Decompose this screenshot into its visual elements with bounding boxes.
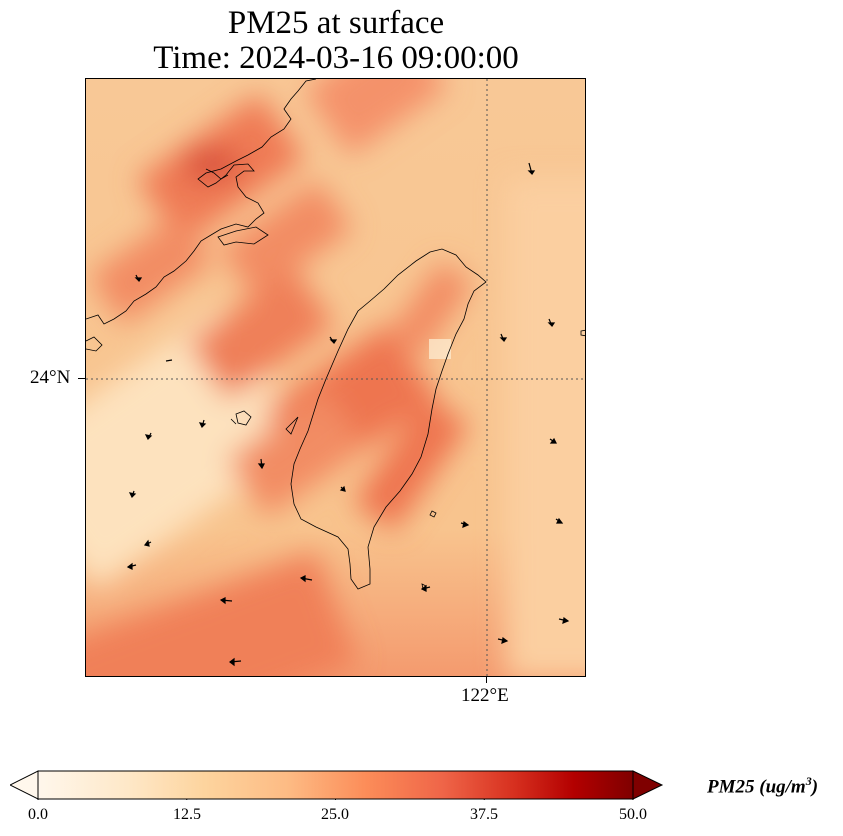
colorbar-tick-label: 25.0: [321, 806, 349, 823]
pm25-plume-southwest: [226, 390, 366, 518]
colorbar-tick-label: 12.5: [173, 806, 201, 823]
pm25-plume-north: [303, 79, 449, 157]
wind-arrowhead: [547, 322, 556, 327]
pm25-plume-taiwan-south: [353, 396, 469, 532]
coastline-pingtan: [217, 226, 269, 246]
wind-arrowhead: [339, 485, 346, 492]
wind-arrowhead: [257, 463, 265, 470]
lat-tick: [78, 378, 85, 379]
pm25-south-band: [86, 551, 358, 676]
colorbar-tick-label: 0.0: [28, 806, 48, 823]
colorbar-svg: [8, 770, 664, 803]
wind-arrowhead: [219, 597, 226, 605]
pm25-plume-xiamen-core: [186, 149, 236, 179]
coastline-penghu: [230, 410, 252, 426]
colorbar-tick-label: 37.5: [470, 806, 498, 823]
coastline-xiamen: [205, 168, 229, 180]
wind-arrowhead: [134, 277, 143, 282]
wind-arrowhead: [562, 616, 570, 624]
colorbar-label-close: ): [811, 776, 819, 798]
wind-arrowhead: [462, 520, 470, 528]
colorbar: [8, 770, 665, 805]
lon-tick: [486, 677, 487, 683]
coastline-penghu-islet: [285, 416, 299, 435]
wind-arrowhead: [556, 517, 564, 524]
plot-title-variable: PM25 at surface: [227, 5, 445, 41]
pm25-plume-central: [187, 268, 335, 400]
wind-arrowhead: [420, 584, 427, 592]
colorbar-label-main: PM25 (ug/m: [707, 776, 806, 798]
colorbar-label-superscript: 3: [805, 774, 812, 788]
pm25-east-region: [506, 179, 585, 676]
pm25-low-spot: [429, 339, 451, 359]
pm25-plume-coast: [219, 180, 353, 298]
coastline-fujian: [86, 79, 317, 325]
wind-arrowhead: [299, 575, 306, 583]
wind-arrowhead: [549, 437, 557, 444]
colorbar-extend-max: [632, 770, 664, 800]
wind-arrowhead: [198, 422, 207, 429]
wind-arrowhead: [144, 434, 153, 441]
wind-arrowhead: [143, 539, 150, 547]
wind-arrowhead: [501, 636, 509, 644]
wind-arrowhead: [126, 562, 133, 570]
map-canvas: [86, 79, 585, 676]
coastline-fujian-south: [86, 336, 103, 352]
coastline-green-island: [429, 510, 437, 518]
pm25-field: [86, 79, 585, 676]
wind-arrow: [165, 359, 173, 362]
wind-arrows: [126, 162, 570, 667]
lat-axis-label: 24°N: [30, 367, 71, 388]
plot-title-time: Time: 2024-03-16 09:00:00: [153, 40, 519, 76]
wind-arrowhead: [527, 170, 536, 175]
coastline: [86, 79, 585, 590]
wind-arrowhead: [128, 492, 137, 499]
wind-arrowhead: [329, 339, 338, 344]
colorbar-tick-label: 50.0: [619, 806, 647, 823]
lon-axis-label: 122°E: [461, 685, 509, 706]
pm25-plume-west: [88, 212, 214, 326]
wind-arrowhead: [229, 657, 235, 667]
colorbar-label: PM25 (ug/m3): [707, 774, 818, 798]
pm25-plume-taiwan-north: [388, 260, 474, 358]
coastline-east-islet: [580, 329, 585, 337]
map-panel: [85, 78, 586, 677]
wind-arrowhead: [499, 337, 508, 342]
coastline-taiwan: [290, 248, 487, 590]
colorbar-extend-min: [8, 770, 39, 800]
colorbar-gradient: [37, 770, 634, 800]
